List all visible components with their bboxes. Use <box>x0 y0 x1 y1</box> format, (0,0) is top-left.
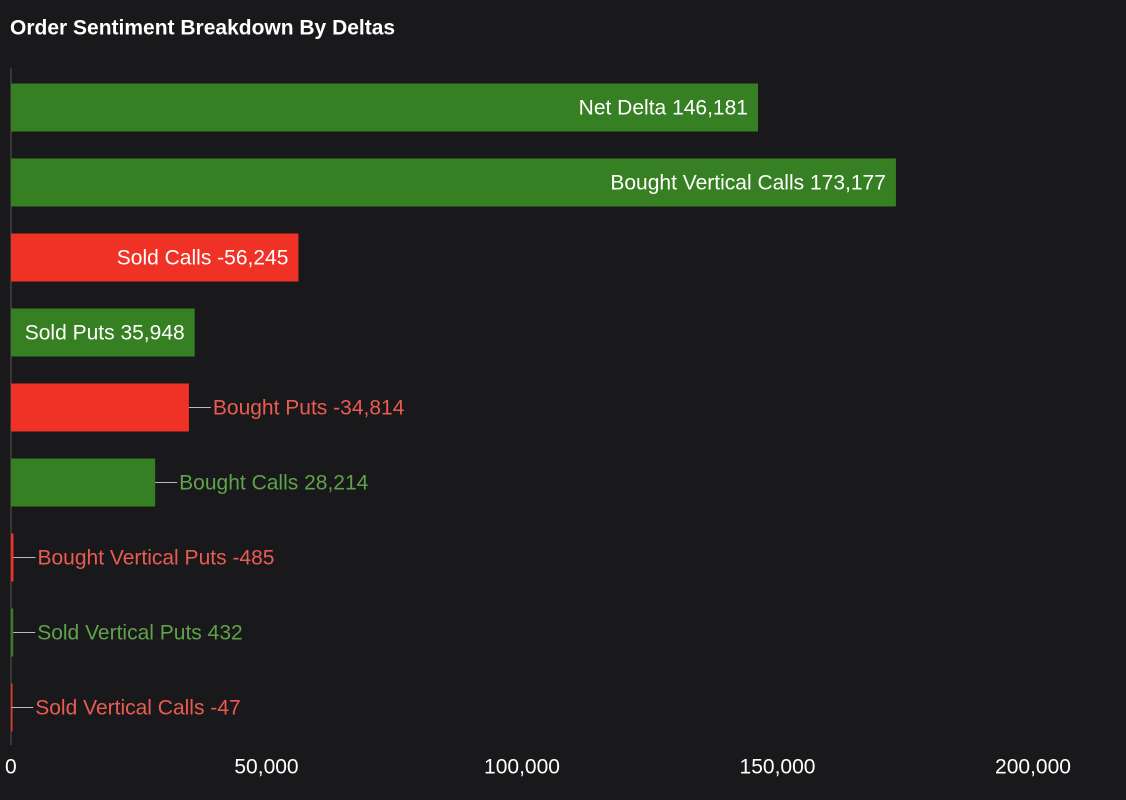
value-label: 35,948 <box>120 321 184 344</box>
x-tick-label: 150,000 <box>740 756 816 779</box>
bar-label: Sold Vertical Puts 432 <box>37 621 242 644</box>
bar-label: Sold Puts 35,948 <box>25 321 185 344</box>
bar-label: Net Delta 146,181 <box>579 96 748 119</box>
bar-label: Bought Vertical Calls 173,177 <box>610 171 886 194</box>
value-label: 146,181 <box>672 96 748 119</box>
bar-label: Bought Vertical Puts -485 <box>37 546 274 569</box>
value-label: -34,814 <box>333 396 405 419</box>
category-label: Bought Puts <box>213 396 327 419</box>
bar <box>11 383 189 432</box>
bar <box>11 608 14 657</box>
value-label: 173,177 <box>810 171 886 194</box>
x-tick-label: 50,000 <box>234 756 298 779</box>
value-label: -485 <box>232 546 274 569</box>
category-label: Sold Vertical Calls <box>35 696 204 719</box>
category-label: Sold Vertical Puts <box>37 621 202 644</box>
value-label: 28,214 <box>304 471 369 494</box>
bar <box>11 458 156 507</box>
bar-label: Bought Puts -34,814 <box>213 396 405 419</box>
value-label: -56,245 <box>217 246 288 269</box>
bar-label: Sold Vertical Calls -47 <box>35 696 240 719</box>
x-tick-label: 200,000 <box>995 756 1071 779</box>
category-label: Net Delta <box>579 96 667 119</box>
value-label: -47 <box>210 696 240 719</box>
category-label: Sold Calls <box>117 246 212 269</box>
bar <box>11 233 299 282</box>
bar-label: Bought Calls 28,214 <box>179 471 368 494</box>
x-tick-label: 100,000 <box>484 756 560 779</box>
value-label: 432 <box>208 621 243 644</box>
bar <box>11 158 896 207</box>
bar-label: Sold Calls -56,245 <box>117 246 289 269</box>
bar <box>11 308 195 357</box>
bar <box>11 533 14 582</box>
category-label: Sold Puts <box>25 321 115 344</box>
category-label: Bought Vertical Calls <box>610 171 804 194</box>
category-label: Bought Calls <box>179 471 298 494</box>
x-tick-label: 0 <box>5 756 17 779</box>
chart-title: Order Sentiment Breakdown By Deltas <box>10 17 395 40</box>
bar <box>11 83 758 132</box>
category-label: Bought Vertical Puts <box>37 546 226 569</box>
